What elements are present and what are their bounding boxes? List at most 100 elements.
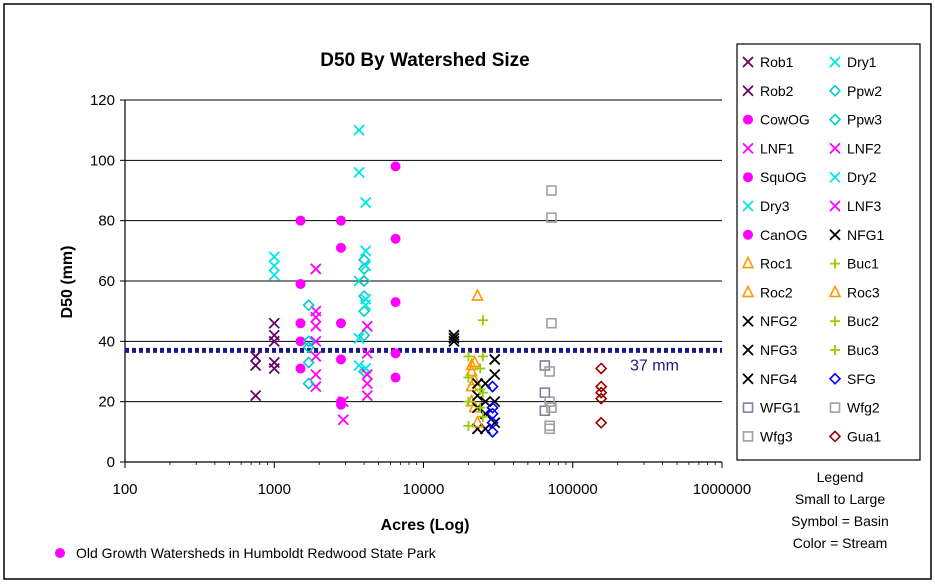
marker-stroke: [360, 293, 372, 305]
legend-note-line: Color = Stream: [793, 535, 888, 551]
legend-item-buc3: Buc3: [830, 342, 879, 358]
marker-stroke: [742, 373, 754, 385]
legend-marker: [830, 316, 840, 327]
data-point: [295, 336, 306, 347]
data-point: [335, 242, 346, 253]
marker-stroke: [489, 368, 501, 381]
data-point: [268, 269, 280, 281]
series-buc3: [475, 363, 486, 413]
marker-stroke: [742, 56, 754, 68]
legend-item-nfg4: NFG4: [742, 371, 798, 387]
data-point: [477, 351, 488, 362]
legend-item-buc2: Buc2: [830, 313, 879, 329]
marker-stroke: [310, 320, 322, 332]
legend-marker: [829, 402, 841, 413]
x-tick-label-100000: 100000: [548, 481, 598, 498]
marker-stroke: [360, 245, 372, 257]
series-lnf2: [337, 396, 349, 426]
marker-stroke: [268, 356, 280, 369]
data-point: [295, 215, 306, 226]
legend-label: Buc1: [847, 256, 879, 272]
marker-stroke: [249, 389, 262, 402]
legend-label: NFG2: [760, 313, 798, 329]
legend-frame: [736, 43, 921, 461]
data-point: [361, 368, 373, 381]
series-wfg3: [544, 366, 555, 435]
data-point: [475, 363, 486, 374]
reference-line-label: 37 mm: [630, 357, 679, 374]
marker-stroke: [310, 305, 322, 317]
legend-item-dry1: Dry1: [829, 54, 877, 70]
legend-marker: [743, 172, 753, 183]
data-point: [249, 389, 262, 402]
legend-marker: [828, 84, 842, 97]
series-dry2: [360, 196, 372, 375]
data-point: [489, 368, 501, 381]
legend-label: Dry1: [847, 54, 877, 70]
data-point: [310, 350, 322, 363]
legend-label: LNF3: [847, 198, 881, 214]
data-point: [357, 329, 371, 342]
data-point: [353, 124, 365, 136]
legend-marker: [829, 229, 841, 241]
data-point: [463, 351, 474, 362]
series-dry3: [268, 251, 280, 281]
series-lnf3: [361, 320, 373, 402]
marker-stroke: [361, 377, 373, 390]
marker-stroke: [310, 335, 322, 347]
legend-item-lnf1: LNF1: [742, 140, 794, 156]
y-tick-label-60: 60: [98, 273, 115, 290]
data-point: [361, 377, 373, 390]
legend-marker: [830, 258, 840, 269]
legend-label: NFG4: [760, 371, 798, 387]
legend-label: Rob2: [760, 83, 794, 99]
legend-item-gua1: Gua1: [828, 428, 881, 444]
legend-label: Ppw2: [847, 83, 882, 99]
legend-item-wfg1: WFG1: [742, 400, 801, 416]
marker-stroke: [829, 171, 841, 183]
legend-item-rob2: Rob2: [742, 83, 794, 99]
legend-label: Roc3: [847, 284, 880, 300]
y-tick-label-0: 0: [107, 454, 115, 471]
marker-stroke: [742, 142, 754, 155]
series-nfg2: [448, 329, 460, 347]
x-tick-label-100: 100: [112, 481, 137, 498]
marker-stroke: [310, 350, 322, 363]
chart-title: D50 By Watershed Size: [320, 50, 529, 71]
data-point: [335, 354, 346, 365]
data-point: [310, 335, 322, 347]
series-wfg2: [546, 185, 557, 414]
data-point: [268, 356, 280, 369]
legend-marker: [828, 113, 842, 126]
marker-stroke: [829, 200, 841, 212]
marker-stroke: [353, 332, 365, 344]
data-point: [390, 161, 401, 172]
data-point: [360, 245, 372, 257]
marker-stroke: [353, 359, 365, 372]
legend-label: Buc3: [847, 342, 879, 358]
data-point: [295, 363, 306, 374]
marker-stroke: [268, 317, 280, 329]
data-point: [463, 372, 474, 383]
marker-stroke: [448, 332, 460, 344]
marker-stroke: [337, 414, 349, 426]
legend-note-line: Legend: [817, 469, 864, 485]
series-rob1: [249, 350, 262, 402]
legend-marker: [829, 200, 841, 212]
data-point: [310, 368, 322, 381]
legend-item-buc1: Buc1: [830, 256, 879, 272]
data-point: [268, 317, 280, 329]
legend-label: Roc1: [760, 256, 793, 272]
marker-stroke: [249, 359, 262, 372]
data-point: [468, 354, 481, 368]
data-point: [268, 251, 280, 263]
legend-marker: [742, 142, 754, 155]
data-point: [544, 420, 555, 432]
data-point: [390, 297, 401, 308]
data-point: [361, 320, 373, 332]
legend-marker: [828, 372, 842, 385]
footnote-text: Old Growth Watersheds in Humboldt Redwoo…: [76, 545, 437, 561]
legend-marker: [829, 171, 841, 183]
data-point: [335, 396, 346, 407]
legend-item-wfg3: Wfg3: [742, 428, 793, 444]
